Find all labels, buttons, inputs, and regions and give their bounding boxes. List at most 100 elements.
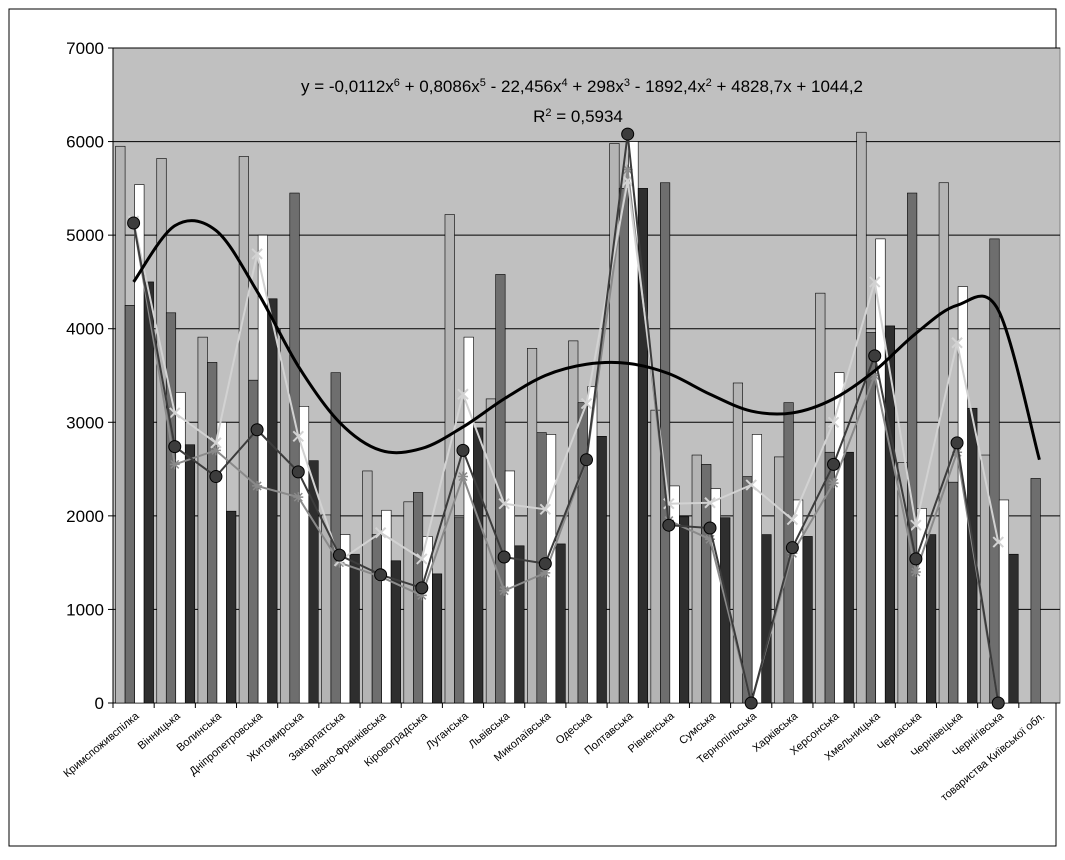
- marker: [786, 513, 799, 526]
- bar: [115, 145, 126, 704]
- marker: [416, 590, 427, 601]
- bar: [279, 328, 291, 704]
- marker: [457, 471, 468, 482]
- y-tick-label: 3000: [66, 413, 104, 432]
- marker: [251, 248, 263, 260]
- marker: [415, 581, 429, 595]
- marker: [209, 470, 223, 484]
- superscript: 2: [545, 107, 551, 119]
- line-series: [132, 169, 1000, 707]
- bar: [514, 545, 525, 704]
- bar: [948, 481, 959, 704]
- marker: [744, 696, 758, 710]
- bar: [444, 214, 455, 704]
- bar: [568, 340, 579, 704]
- r-squared: R2 = 0,5934: [533, 107, 623, 126]
- equation-part: + 0,8086x: [400, 77, 480, 96]
- bar: [774, 456, 785, 704]
- r2-part: R: [533, 107, 545, 126]
- bar: [124, 305, 135, 704]
- bar: [184, 444, 196, 704]
- marker: [580, 397, 593, 410]
- bar: [967, 407, 978, 704]
- marker: [991, 696, 1005, 710]
- bar: [710, 488, 721, 704]
- bar: [555, 543, 566, 704]
- marker: [292, 430, 304, 443]
- bar: [596, 436, 607, 704]
- bar: [897, 462, 908, 704]
- marker: [293, 492, 304, 503]
- y-tick-label: 7000: [66, 39, 104, 58]
- marker: [622, 164, 633, 175]
- marker: [210, 437, 222, 449]
- marker: [497, 550, 511, 564]
- bar: [1008, 553, 1019, 704]
- marker: [374, 526, 387, 539]
- marker: [621, 175, 634, 187]
- marker: [785, 541, 799, 555]
- marker: [498, 497, 510, 510]
- marker: [252, 480, 263, 491]
- marker: [374, 568, 388, 582]
- marker: [539, 503, 552, 516]
- y-tick-label: 1000: [66, 600, 104, 619]
- marker: [538, 557, 552, 571]
- trendline: [132, 219, 1041, 461]
- bar: [197, 336, 208, 704]
- bar: [618, 188, 629, 704]
- bar: [1030, 478, 1041, 704]
- bar: [761, 534, 772, 704]
- bar: [165, 312, 177, 704]
- line-series: [132, 133, 1000, 704]
- bar: [390, 560, 401, 704]
- bar: [362, 470, 373, 704]
- marker: [499, 585, 510, 596]
- bar: [751, 434, 762, 704]
- marker: [662, 518, 676, 532]
- marker: [827, 457, 841, 471]
- bar: [577, 402, 588, 704]
- marker: [334, 557, 345, 568]
- bar: [238, 156, 249, 704]
- line-series: [132, 180, 1000, 563]
- bar: [637, 188, 648, 704]
- marker: [291, 465, 305, 479]
- bar: [308, 460, 319, 704]
- marker: [869, 370, 880, 381]
- marker: [127, 216, 141, 230]
- equation-part: - 1892,4x: [630, 77, 706, 96]
- bar: [843, 451, 854, 704]
- equation-part: + 4828,7x + 1044,2: [712, 77, 863, 96]
- bar: [679, 516, 690, 704]
- bar: [802, 536, 813, 704]
- equation-part: + 298x: [568, 77, 625, 96]
- marker: [210, 445, 221, 456]
- bar: [732, 382, 743, 704]
- equation-part: y = -0,0112x: [301, 77, 394, 96]
- marker: [168, 440, 182, 454]
- y-tick-label: 0: [95, 694, 104, 713]
- superscript: 5: [480, 77, 486, 89]
- marker: [828, 478, 839, 489]
- marker: [869, 276, 881, 288]
- bar: [495, 274, 506, 704]
- bar: [938, 182, 949, 704]
- marker: [745, 479, 757, 491]
- bar: [371, 534, 382, 704]
- marker: [705, 534, 716, 545]
- bar: [432, 573, 443, 704]
- y-tick-label: 4000: [66, 320, 104, 339]
- marker: [827, 416, 840, 428]
- bar: [834, 372, 845, 704]
- y-tick-label: 2000: [66, 507, 104, 526]
- equation-part: - 22,456x: [486, 77, 562, 96]
- bar: [207, 362, 218, 704]
- marker: [704, 497, 716, 509]
- bar: [349, 553, 360, 704]
- marker: [910, 567, 921, 577]
- superscript: 3: [624, 77, 630, 89]
- bar: [175, 392, 186, 704]
- marker: [456, 443, 470, 457]
- bar: [907, 192, 918, 704]
